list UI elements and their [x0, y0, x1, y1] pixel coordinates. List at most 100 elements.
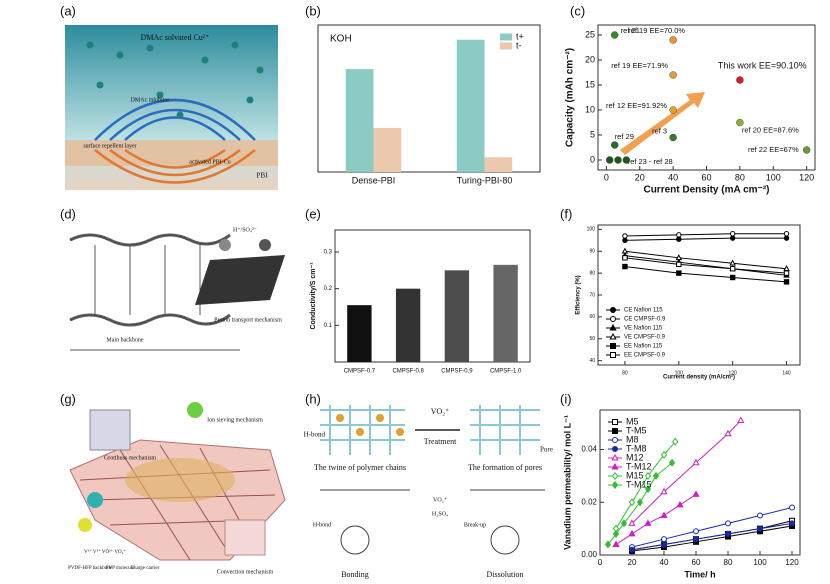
point [612, 529, 620, 538]
panel-label: (d) [60, 206, 76, 221]
point [693, 528, 699, 535]
ion [78, 518, 92, 532]
legend-label: T-M5 [626, 425, 647, 435]
point-label: ref 3 [652, 126, 667, 135]
x-tick-label: CMPSF-0.9 [441, 369, 473, 375]
x-tick-label: 60 [692, 558, 701, 567]
point [669, 133, 677, 142]
diagram-d [69, 233, 285, 351]
diagram-label: Grotthuss mechanism [104, 455, 156, 461]
legend-label: t+ [516, 31, 524, 41]
point [757, 525, 763, 532]
point [736, 76, 744, 84]
trend-line [631, 525, 793, 552]
point [660, 487, 668, 495]
panel-label: (e) [305, 206, 321, 221]
bar [347, 305, 372, 362]
x-axis-label: Time/ h [684, 569, 715, 579]
y-tick-label: 0.00 [581, 550, 597, 559]
point [622, 233, 628, 239]
point-label: ref 20 EE=87.6% [742, 125, 799, 134]
y-axis-label: Capacity (mAh cm⁻²) [565, 48, 576, 147]
y-tick-label: 25 [585, 29, 595, 39]
polymer-grid [320, 405, 405, 455]
point [644, 519, 652, 526]
panel-label: (i) [560, 391, 572, 406]
bar [493, 264, 518, 362]
y-tick-label: 90 [589, 249, 595, 255]
point [669, 36, 677, 44]
y-axis-label: Efficiency (%) [576, 275, 582, 314]
plot-frame [334, 229, 531, 363]
point [789, 520, 795, 527]
y-tick-label: 15 [585, 79, 595, 89]
y-tick-label: 20 [585, 54, 595, 64]
y-tick-label: 0.1 [324, 323, 333, 329]
legend-label: T-M12 [626, 461, 652, 471]
diagram-label: Charge carrier [131, 566, 160, 571]
x-tick-label: 140 [782, 370, 791, 376]
legend-label: VE CMPSF-0.9 [624, 335, 666, 341]
point [736, 118, 744, 127]
point [661, 536, 667, 543]
point [605, 156, 614, 164]
legend-label: CE CMPSF-0.9 [624, 317, 666, 323]
point [783, 270, 790, 276]
diagram-label: Dissolution [487, 570, 524, 579]
x-tick-label: CMPSF-0.8 [392, 369, 424, 375]
bar [444, 270, 470, 362]
diagram-label: H₂SO₄ [432, 511, 448, 517]
point [669, 106, 677, 114]
series-line [624, 255, 787, 276]
point [729, 235, 736, 241]
diagram-label: The twine of polymer chains [314, 463, 406, 472]
legend-marker [610, 352, 616, 358]
legend-label: M8 [626, 434, 639, 444]
point [802, 146, 811, 154]
diagram-label: H-bond [313, 522, 331, 528]
ring [490, 525, 520, 555]
x-tick-label: 120 [799, 172, 814, 182]
point [729, 231, 736, 237]
ion [187, 402, 203, 418]
annotation: KOH [330, 34, 352, 45]
y-axis-label: Vanadium permeability/ mol L⁻¹ [562, 415, 572, 550]
legend-label: VE Nafion 115 [624, 326, 663, 332]
point [622, 237, 628, 244]
y-tick-label: 70 [589, 292, 595, 298]
cube [89, 409, 131, 451]
legend-marker [612, 437, 618, 443]
point [729, 274, 736, 281]
point [783, 235, 790, 241]
series-line [624, 250, 787, 270]
diagram-label: The formation of pores [468, 463, 542, 472]
bar [484, 157, 513, 172]
plot-frame [317, 24, 541, 173]
x-axis-label: Current density (mA/cm²) [663, 374, 735, 381]
point-label: This work EE=90.10% [718, 60, 807, 70]
point [676, 236, 682, 242]
point-label: ref 12 EE=91.92% [606, 101, 667, 110]
legend-label: CE Nafion 115 [624, 308, 663, 314]
plot-frame [599, 409, 801, 556]
x-tick-label: 0 [598, 558, 603, 567]
point [672, 437, 679, 446]
point [729, 259, 736, 266]
y-tick-label: 80 [589, 270, 595, 276]
point [628, 529, 636, 537]
x-tick-label: 100 [766, 172, 781, 182]
point [636, 498, 644, 507]
point-label: ref 29 [615, 132, 634, 141]
y-axis-label: Conductivity/S cm⁻¹ [310, 262, 317, 330]
legend-marker [611, 471, 619, 481]
point [610, 141, 619, 149]
diagram-label: surface repellent layer [83, 142, 136, 149]
point [783, 265, 790, 272]
point [725, 520, 731, 527]
series-line [624, 257, 787, 274]
bar [373, 127, 402, 172]
x-tick-label: 100 [753, 558, 767, 567]
point-label: ref 19 EE=71.9% [611, 61, 668, 70]
diagram-label: DMAc solvated Cu²⁺ [141, 33, 210, 42]
point [724, 429, 732, 437]
